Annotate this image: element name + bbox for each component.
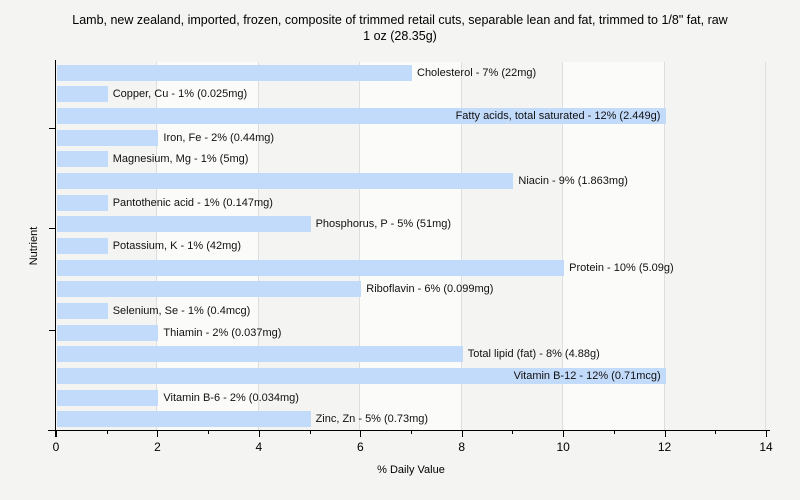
- x-minor-tick: [106, 431, 108, 434]
- x-axis-title: % Daily Value: [377, 464, 445, 476]
- bar-label: Thiamin - 2% (0.037mg): [163, 326, 282, 339]
- bar-phosphorus-p: [57, 216, 311, 233]
- bar-label: Selenium, Se - 1% (0.4mcg): [112, 304, 251, 317]
- x-major-tick: [664, 431, 666, 437]
- bar-label: Cholesterol - 7% (22mg): [417, 66, 537, 79]
- x-tick-label: 0: [52, 440, 60, 454]
- gridline: [663, 62, 665, 430]
- plot-area: Cholesterol - 7% (22mg) Copper, Cu - 1% (…: [56, 62, 766, 430]
- bar-cholesterol: [57, 64, 412, 81]
- gridline: [156, 62, 158, 430]
- bar-selenium-se: [57, 302, 108, 319]
- x-axis-line: [48, 430, 770, 431]
- bar-vitamin-b-6: [57, 389, 159, 406]
- bar-row: Thiamin - 2% (0.037mg): [57, 324, 760, 341]
- bar-label: Iron, Fe - 2% (0.44mg): [163, 131, 275, 144]
- x-minor-tick: [613, 431, 615, 434]
- bar-row: Protein - 10% (5.09g): [57, 259, 760, 276]
- gridline: [460, 62, 462, 430]
- bar-label: Zinc, Zn - 5% (0.73mg): [315, 413, 429, 426]
- x-major-tick: [766, 431, 767, 437]
- y-axis-line: [55, 60, 56, 437]
- bar-label: Vitamin B-6 - 2% (0.034mg): [163, 391, 299, 404]
- chart-title-line1: Lamb, new zealand, imported, frozen, com…: [72, 13, 728, 27]
- x-tick-label: 14: [759, 440, 773, 454]
- bar-niacin: [57, 173, 514, 190]
- bar-row: Magnesium, Mg - 1% (5mg): [57, 151, 760, 168]
- x-major-tick: [563, 431, 565, 437]
- bar-row: Zinc, Zn - 5% (0.73mg): [57, 411, 760, 428]
- bar-total-lipid-fat-: [57, 346, 463, 363]
- y-axis-tick: [49, 127, 56, 129]
- x-major-tick: [258, 431, 260, 437]
- bar-thiamin: [57, 324, 159, 341]
- y-axis-tick: [49, 330, 56, 332]
- bar-row: Copper, Cu - 1% (0.025mg): [57, 86, 760, 103]
- x-tick-label: 8: [458, 440, 466, 454]
- bar-label: Total lipid (fat) - 8% (4.88g): [467, 348, 600, 361]
- bar-row: Riboflavin - 6% (0.099mg): [57, 281, 760, 298]
- bar-label: Niacin - 9% (1.863mg): [518, 175, 628, 188]
- y-axis-title: Nutrient: [28, 226, 40, 266]
- bar-riboflavin: [57, 281, 362, 298]
- x-tick-label: 6: [356, 440, 364, 454]
- bar-label: Fatty acids, total saturated - 12% (2.44…: [455, 110, 661, 123]
- x-major-tick: [461, 431, 463, 437]
- bar-vitamin-b-12: [57, 367, 666, 384]
- x-minor-tick: [411, 431, 412, 434]
- x-minor-tick: [208, 431, 210, 434]
- bar-magnesium-mg: [57, 151, 108, 168]
- gridline: [257, 62, 259, 430]
- gridline: [562, 62, 564, 430]
- bar-row: Niacin - 9% (1.863mg): [57, 173, 760, 190]
- bar-potassium-k: [57, 238, 108, 254]
- y-axis-tick: [49, 228, 56, 230]
- bar-label: Vitamin B-12 - 12% (0.71mcg): [513, 369, 661, 382]
- x-major-tick: [56, 431, 57, 437]
- bar-row: Potassium, K - 1% (42mg): [57, 238, 760, 254]
- bar-label: Potassium, K - 1% (42mg): [112, 240, 242, 252]
- bar-row: Vitamin B-12 - 12% (0.71mcg): [57, 367, 760, 384]
- bar-protein: [57, 259, 565, 276]
- bar-row: Phosphorus, P - 5% (51mg): [57, 216, 760, 233]
- bar-label: Phosphorus, P - 5% (51mg): [315, 218, 452, 231]
- x-major-tick: [157, 431, 159, 437]
- bar-label: Copper, Cu - 1% (0.025mg): [112, 88, 248, 101]
- bar-row: Vitamin B-6 - 2% (0.034mg): [57, 389, 760, 406]
- bar-fatty-acids-total-saturated: [57, 108, 666, 125]
- bar-label: Riboflavin - 6% (0.099mg): [366, 283, 494, 296]
- x-tick-label: 10: [556, 440, 570, 454]
- chart-title: Lamb, new zealand, imported, frozen, com…: [40, 12, 760, 44]
- gridline: [359, 62, 361, 430]
- bar-zinc-zn: [57, 411, 311, 428]
- x-minor-tick: [309, 431, 311, 434]
- plot-band: [664, 62, 766, 430]
- bar-iron-fe: [57, 129, 159, 146]
- bar-pantothenic-acid: [57, 194, 108, 211]
- x-minor-tick: [715, 431, 717, 434]
- bar-row: Iron, Fe - 2% (0.44mg): [57, 129, 760, 146]
- bar-row: Fatty acids, total saturated - 12% (2.44…: [57, 108, 760, 125]
- x-tick-label: 12: [657, 440, 672, 454]
- bar-row: Total lipid (fat) - 8% (4.88g): [57, 346, 760, 363]
- gridline: [765, 62, 766, 430]
- bar-label: Protein - 10% (5.09g): [569, 261, 674, 274]
- x-major-tick: [360, 431, 362, 437]
- x-tick-label: 2: [154, 440, 161, 454]
- x-tick-label: 4: [255, 440, 263, 454]
- bar-row: Selenium, Se - 1% (0.4mcg): [57, 302, 760, 319]
- x-minor-tick: [512, 431, 514, 434]
- bar-row: Cholesterol - 7% (22mg): [57, 64, 760, 81]
- bar-label: Magnesium, Mg - 1% (5mg): [112, 153, 249, 166]
- chart-title-line2: 1 oz (28.35g): [363, 29, 437, 43]
- bar-row: Pantothenic acid - 1% (0.147mg): [57, 194, 760, 211]
- bar-copper-cu: [57, 86, 108, 103]
- bar-label: Pantothenic acid - 1% (0.147mg): [112, 196, 273, 209]
